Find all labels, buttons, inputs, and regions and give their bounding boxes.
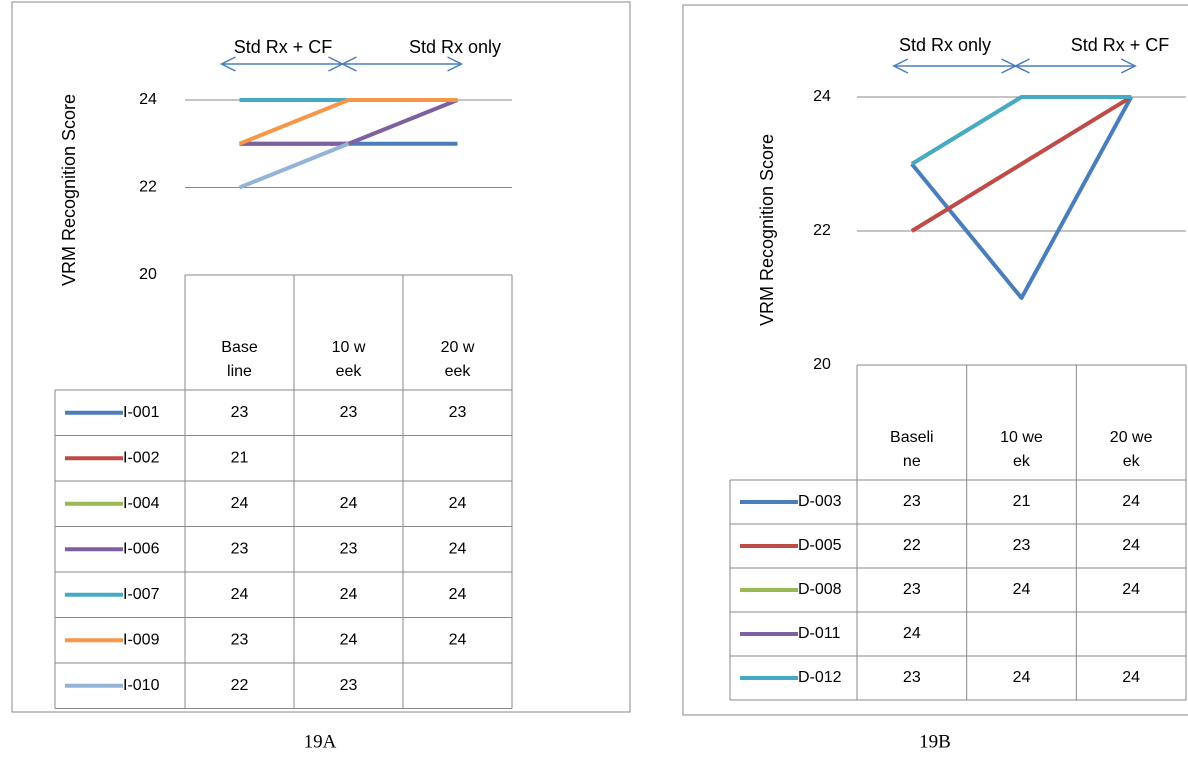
caption: 19B bbox=[919, 731, 951, 752]
table-value: 23 bbox=[340, 540, 358, 557]
table-value: 23 bbox=[449, 404, 467, 421]
legend-label: D-012 bbox=[798, 669, 842, 686]
caption: 19A bbox=[304, 731, 337, 752]
arrow-head bbox=[1013, 58, 1030, 74]
category-cell: 20 week bbox=[1076, 365, 1186, 480]
table-value: 24 bbox=[340, 586, 358, 603]
annotation: Std Rx only bbox=[899, 35, 991, 55]
x-tick-label: 20 week bbox=[1109, 429, 1153, 470]
table-value: 24 bbox=[1122, 537, 1140, 554]
table-value: 23 bbox=[903, 493, 921, 510]
category-cell: 10 week bbox=[294, 275, 403, 390]
legend-label: I-007 bbox=[123, 586, 160, 603]
x-tick-label: 10 week bbox=[1000, 429, 1043, 470]
arrow-head bbox=[1120, 58, 1137, 74]
y-axis-label: VRM Recognition Score bbox=[59, 94, 79, 286]
arrow-head bbox=[892, 58, 909, 74]
x-tick-label: 20 week bbox=[440, 339, 475, 380]
table-value: 23 bbox=[231, 404, 249, 421]
table-value: 23 bbox=[903, 669, 921, 686]
legend-label: I-010 bbox=[123, 677, 160, 694]
table-value: 23 bbox=[340, 404, 358, 421]
frame bbox=[11, 1, 631, 713]
table-value: 24 bbox=[449, 631, 467, 648]
table-value: 23 bbox=[340, 677, 358, 694]
annotation: Std Rx + CF bbox=[1071, 35, 1170, 55]
table-value: 24 bbox=[1122, 581, 1140, 598]
table-value: 24 bbox=[449, 495, 467, 512]
legend-label: D-011 bbox=[798, 625, 840, 642]
category-cell: Baseline bbox=[185, 275, 294, 390]
y-axis-label: VRM Recognition Score bbox=[757, 134, 777, 326]
table-value: 24 bbox=[231, 586, 249, 603]
series-line bbox=[910, 95, 1133, 233]
table-value: 23 bbox=[231, 540, 249, 557]
table-value: 21 bbox=[1013, 493, 1031, 510]
x-tick-label: 10 week bbox=[331, 339, 366, 380]
arrow-head bbox=[340, 56, 357, 72]
table-value: 24 bbox=[1013, 669, 1031, 686]
category-label-box: 20 week bbox=[1076, 365, 1186, 480]
table-value: 21 bbox=[231, 449, 249, 466]
table-value: 24 bbox=[340, 631, 358, 648]
table-value: 24 bbox=[1122, 669, 1140, 686]
table-value: 24 bbox=[449, 540, 467, 557]
table-value: 22 bbox=[903, 537, 921, 554]
y-tick-label: 20 bbox=[139, 266, 157, 283]
table-value: 24 bbox=[449, 586, 467, 603]
table-value: 24 bbox=[1013, 581, 1031, 598]
x-tick-label: Baseline bbox=[890, 429, 934, 470]
table-value: 23 bbox=[1013, 537, 1031, 554]
legend-label: I-002 bbox=[123, 449, 160, 466]
frame bbox=[682, 4, 1188, 716]
arrow-head bbox=[219, 56, 236, 72]
annotation: Std Rx only bbox=[409, 37, 501, 57]
table-value: 24 bbox=[903, 625, 921, 642]
category-cell: 20 week bbox=[403, 275, 512, 390]
series-line bbox=[238, 141, 350, 190]
table-value: 23 bbox=[231, 631, 249, 648]
legend-label: I-001 bbox=[123, 404, 160, 421]
series-line bbox=[239, 98, 459, 146]
series-line bbox=[910, 95, 1132, 166]
y-tick-label: 22 bbox=[139, 179, 157, 196]
y-tick-label: 24 bbox=[139, 91, 157, 108]
legend-label: D-008 bbox=[798, 581, 842, 598]
legend-label: D-005 bbox=[798, 537, 842, 554]
category-cell: 10 week bbox=[967, 365, 1077, 480]
category-label-box: Baseline bbox=[185, 275, 294, 390]
category-label-box: 10 week bbox=[294, 275, 403, 390]
x-tick-label: Baseline bbox=[221, 339, 258, 380]
table-value: 24 bbox=[1122, 493, 1140, 510]
table-value: 23 bbox=[903, 581, 921, 598]
series-line bbox=[238, 98, 458, 146]
arrow-head bbox=[447, 56, 464, 72]
category-label-box: 10 week bbox=[967, 365, 1077, 480]
legend-label: I-009 bbox=[123, 631, 160, 648]
series-line bbox=[910, 96, 1133, 300]
category-cell: Baseline bbox=[857, 365, 967, 480]
y-tick-label: 24 bbox=[813, 88, 831, 105]
annotation: Std Rx + CF bbox=[234, 37, 333, 57]
table-value: 24 bbox=[231, 495, 249, 512]
legend-label: D-003 bbox=[798, 493, 842, 510]
legend-label: I-004 bbox=[123, 495, 160, 512]
y-tick-label: 22 bbox=[813, 222, 831, 239]
legend-label: I-006 bbox=[123, 540, 160, 557]
table-value: 24 bbox=[340, 495, 358, 512]
category-label-box: Baseline bbox=[857, 365, 967, 480]
table-value: 22 bbox=[231, 677, 249, 694]
category-label-box: 20 week bbox=[403, 275, 512, 390]
y-tick-label: 20 bbox=[813, 356, 831, 373]
